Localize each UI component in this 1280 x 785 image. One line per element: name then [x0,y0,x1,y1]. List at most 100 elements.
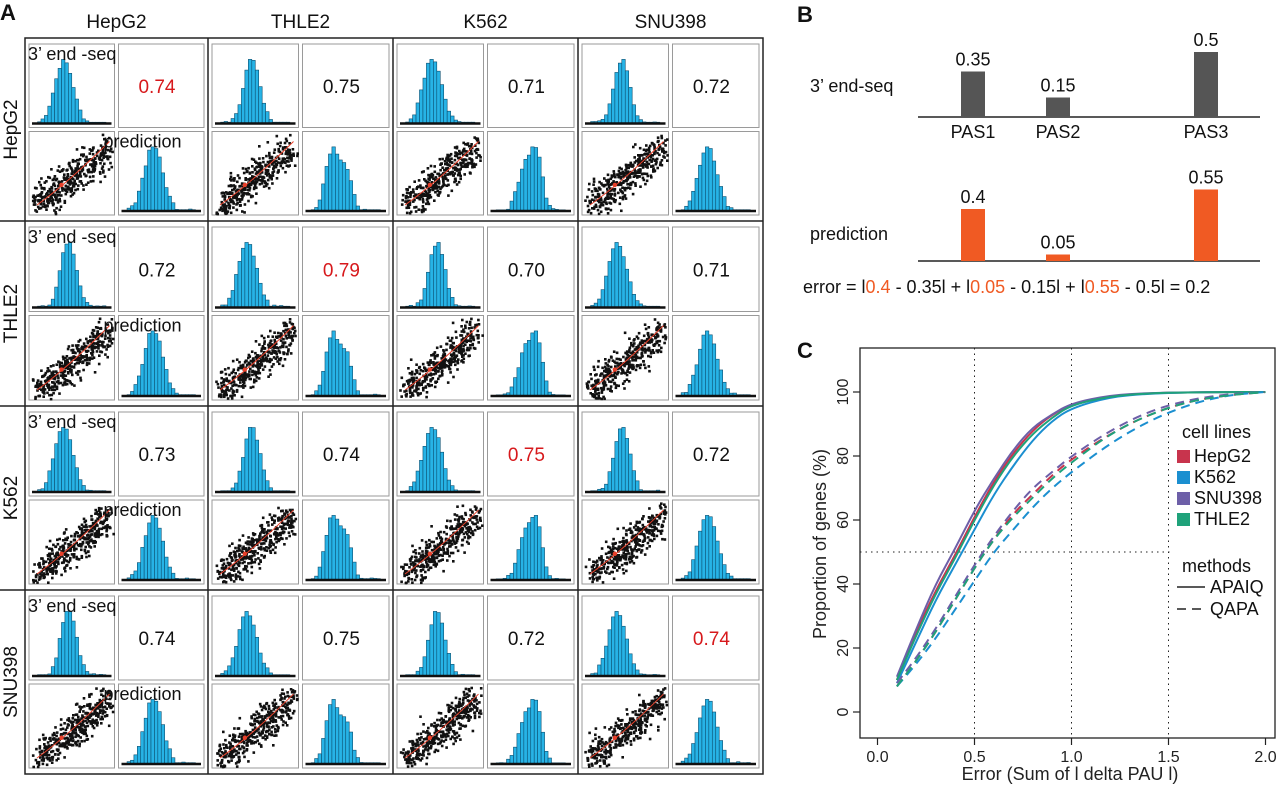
scatter-point [56,194,60,197]
scatter-point [445,161,449,165]
histogram-bar [335,339,340,397]
scatter-point [432,363,436,366]
scatter-point [258,163,262,167]
correlation-box [487,43,575,128]
scatter-point [479,516,482,520]
scatter-point [408,200,412,204]
scatter-point [78,157,82,161]
histogram-bar [628,87,633,124]
scatter-point [609,385,613,388]
scatter-point [48,558,52,562]
scatter-point [468,171,472,174]
scatter-point [469,149,473,153]
scatter-point [408,388,412,392]
scatter-point [257,175,261,179]
scatter-point [622,181,625,184]
scatter-point [232,563,236,567]
scatter-point [450,525,453,529]
histogram-bar [523,527,528,581]
scatter-point [89,546,93,549]
scatter-point [660,346,663,350]
scatter-point [234,577,238,581]
correlation-value: 0.75 [323,77,360,98]
scatter-point [657,344,661,347]
scatter-point [628,337,631,340]
scatter-point [282,146,285,149]
scatter-point [629,183,632,187]
scatter-point [448,541,451,544]
scatter-point [648,341,652,344]
scatter-point [232,368,236,371]
scatter-point [58,556,61,559]
scatter-point [62,357,65,361]
scatter-point [468,527,472,531]
scatter-point [468,323,472,326]
scatter-point [434,190,437,194]
scatter-point [638,527,641,530]
scatter-point [412,194,416,198]
matrix-cell: 0.71 [581,226,760,401]
scatter-point [464,511,467,515]
scatter-point [253,539,256,542]
scatter-point [630,343,633,347]
scatter-point [85,350,88,354]
scatter-point [267,343,270,347]
scatter-point [656,136,660,139]
scatter-point [462,153,465,156]
scatter-point [37,199,40,203]
scatter-point [597,212,601,216]
scatter-point [465,527,468,530]
scatter-point [591,566,594,569]
scatter-point [265,536,269,540]
scatter-point [260,171,264,174]
scatter-point [431,353,434,357]
scatter-point [445,348,448,352]
scatter-point [284,170,287,174]
scatter-point [91,357,94,360]
scatter-point [443,159,447,163]
scatter-point [460,338,464,342]
scatter-point [405,211,409,215]
scatter-point [274,350,278,353]
scatter-point [60,550,63,553]
scatter-point [64,192,68,196]
histogram-bar [433,245,438,308]
scatter-point [32,581,36,584]
scatter-point [267,186,271,190]
scatter-point [457,532,461,536]
scatter-point [456,537,460,540]
scatter-point [450,354,454,358]
scatter-point [640,532,643,536]
scatter-point [632,145,635,149]
scatter-point [441,554,444,557]
scatter-point [657,147,661,151]
scatter-point [445,526,449,529]
scatter-point [438,190,442,194]
scatter-point [426,383,430,386]
scatter-point [262,160,265,164]
histogram-bar [251,427,256,493]
scatter-point [408,211,412,215]
scatter-point [48,198,52,202]
scatter-point [407,580,410,583]
scatter-point [249,195,253,199]
scatter-point [40,177,43,180]
scatter-point [597,186,601,190]
scatter-point [260,334,264,338]
scatter-point [418,382,422,385]
scatter-point [287,348,290,351]
histogram-bar [352,194,357,212]
scatter-point [404,581,408,585]
scatter-point [284,509,288,512]
scatter-point [48,555,52,558]
scatter-point [265,532,269,535]
histogram-bar [516,549,521,581]
scatter-point [467,144,471,148]
scatter-point [275,134,279,138]
scatter-point [240,558,243,561]
scatter-point [606,191,609,194]
scatter-point [647,365,651,368]
scatter-point [621,382,625,385]
histogram-bar [635,480,640,493]
scatter-point [402,565,405,569]
